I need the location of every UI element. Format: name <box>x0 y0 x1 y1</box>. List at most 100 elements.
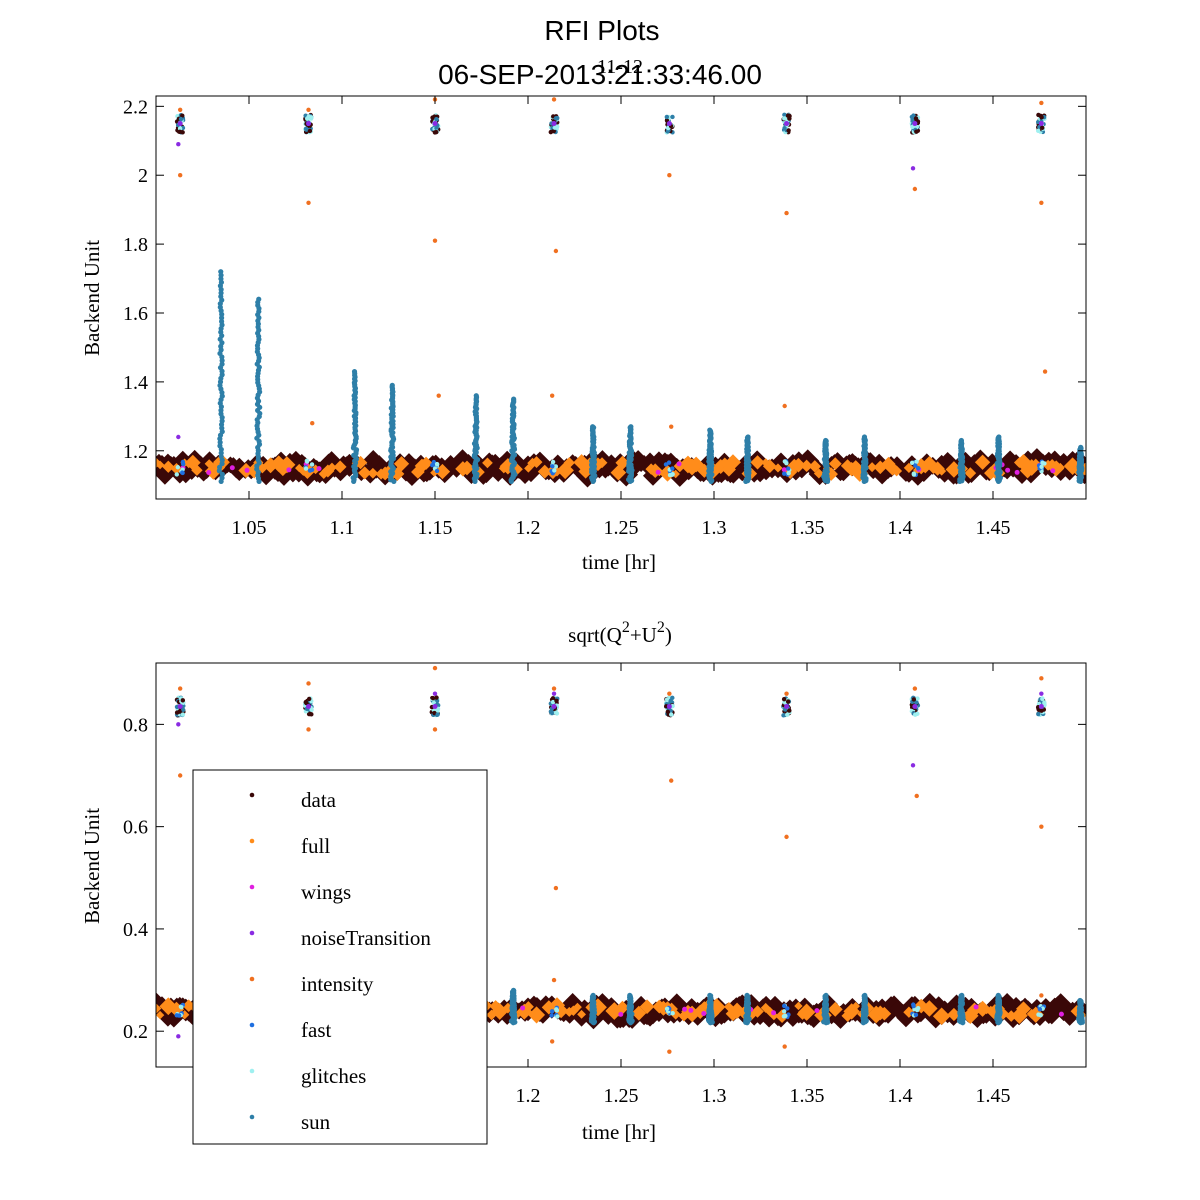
full-point <box>828 457 842 471</box>
full-point <box>964 467 977 480</box>
cal-point <box>670 114 675 120</box>
full-point <box>986 1004 1003 1021</box>
y-tick-label: 2 <box>138 165 148 187</box>
data-point <box>736 468 749 482</box>
full-point <box>921 1000 938 1017</box>
glitch-point <box>550 459 556 465</box>
sun-point <box>473 393 479 399</box>
cal-point <box>911 697 917 702</box>
top-panel-title: 11-12 <box>597 56 643 78</box>
full-point <box>631 1005 647 1021</box>
full-point <box>903 462 915 474</box>
full-point <box>945 461 963 478</box>
intensity-point <box>553 248 559 254</box>
glitch-point <box>670 471 675 477</box>
x-tick-label: 1.35 <box>790 517 825 539</box>
noise-point <box>176 142 181 147</box>
series-sun <box>216 269 1085 485</box>
y-tick-label: 1.2 <box>123 441 148 463</box>
full-point <box>299 462 316 480</box>
full-point <box>932 1007 951 1026</box>
intensity-point <box>1039 200 1044 205</box>
intensity-point <box>549 1039 555 1044</box>
glitch-point <box>786 471 791 476</box>
legend-label: sun <box>301 1110 331 1134</box>
cal-point <box>785 712 790 717</box>
cal-point <box>785 699 791 704</box>
full-point <box>537 464 552 479</box>
full-point <box>159 997 178 1016</box>
glitch-point <box>916 465 921 471</box>
cal-point <box>1036 128 1041 134</box>
cal-point <box>553 116 559 121</box>
series-noise-transition <box>176 142 916 440</box>
cal-point <box>669 712 674 717</box>
top-panel-ylabel: Backend Unit <box>80 240 104 356</box>
wings-point <box>1058 1011 1064 1017</box>
intensity-point <box>306 107 311 112</box>
cal-point <box>782 116 787 121</box>
cal-point <box>434 129 439 135</box>
legend-item-wings: wings <box>249 880 351 904</box>
full-point <box>1023 459 1041 476</box>
full-point <box>596 457 608 469</box>
intensity-point <box>784 691 789 696</box>
full-point <box>191 464 203 476</box>
full-point <box>573 1002 582 1012</box>
sun-point <box>823 992 829 999</box>
legend-label: wings <box>301 880 351 904</box>
wings-point <box>781 467 787 473</box>
full-point <box>204 459 214 469</box>
wings-point <box>316 466 322 472</box>
sun-point <box>218 269 224 275</box>
x-tick-label: 1.45 <box>976 1085 1011 1107</box>
legend-label: noiseTransition <box>301 926 431 950</box>
intensity-point <box>432 238 438 243</box>
glitch-point <box>909 460 915 466</box>
intensity-point <box>1039 100 1044 106</box>
noise-point <box>1039 691 1044 696</box>
noise-point <box>1038 703 1044 709</box>
noise-point <box>666 703 672 709</box>
intensity-point <box>1039 676 1044 681</box>
wings-point <box>701 1010 707 1016</box>
full-point <box>459 460 475 476</box>
y-tick-label: 1.8 <box>123 234 148 256</box>
full-point <box>530 456 543 469</box>
legend-item-glitches: glitches <box>249 1064 366 1088</box>
wings-point <box>973 1004 979 1010</box>
cal-point <box>304 700 309 706</box>
noise-point <box>784 703 790 709</box>
legend-label: full <box>301 834 330 858</box>
full-point <box>577 1009 586 1019</box>
full-point <box>791 457 806 473</box>
full-point <box>327 462 337 473</box>
full-point <box>419 456 433 470</box>
noise-point <box>912 703 918 709</box>
glitch-point <box>309 462 315 467</box>
sun-point <box>389 382 395 388</box>
x-tick-label: 1.25 <box>604 1085 639 1107</box>
cal-point <box>911 113 916 118</box>
noise-point <box>432 703 438 709</box>
legend-item-sun: sun <box>249 1110 331 1134</box>
sun-point <box>958 437 964 444</box>
cal-point <box>180 113 185 118</box>
y-tick-label: 0.8 <box>123 714 148 736</box>
wings-point <box>520 1005 526 1011</box>
cal-point <box>910 124 915 130</box>
intensity-point <box>436 393 441 398</box>
bottom-panel-ylabel: Backend Unit <box>80 808 104 924</box>
intensity-point <box>667 173 672 178</box>
intensity-point <box>553 885 559 891</box>
cal-point <box>664 114 670 120</box>
noise-point <box>910 763 916 768</box>
intensity-point <box>551 977 557 983</box>
full-point <box>671 469 680 479</box>
glitch-point <box>783 1013 788 1019</box>
intensity-point <box>1039 824 1044 829</box>
legend-box <box>192 769 488 1145</box>
wings-point <box>676 461 682 467</box>
x-tick-label: 1.25 <box>604 517 639 539</box>
full-point <box>724 454 741 471</box>
